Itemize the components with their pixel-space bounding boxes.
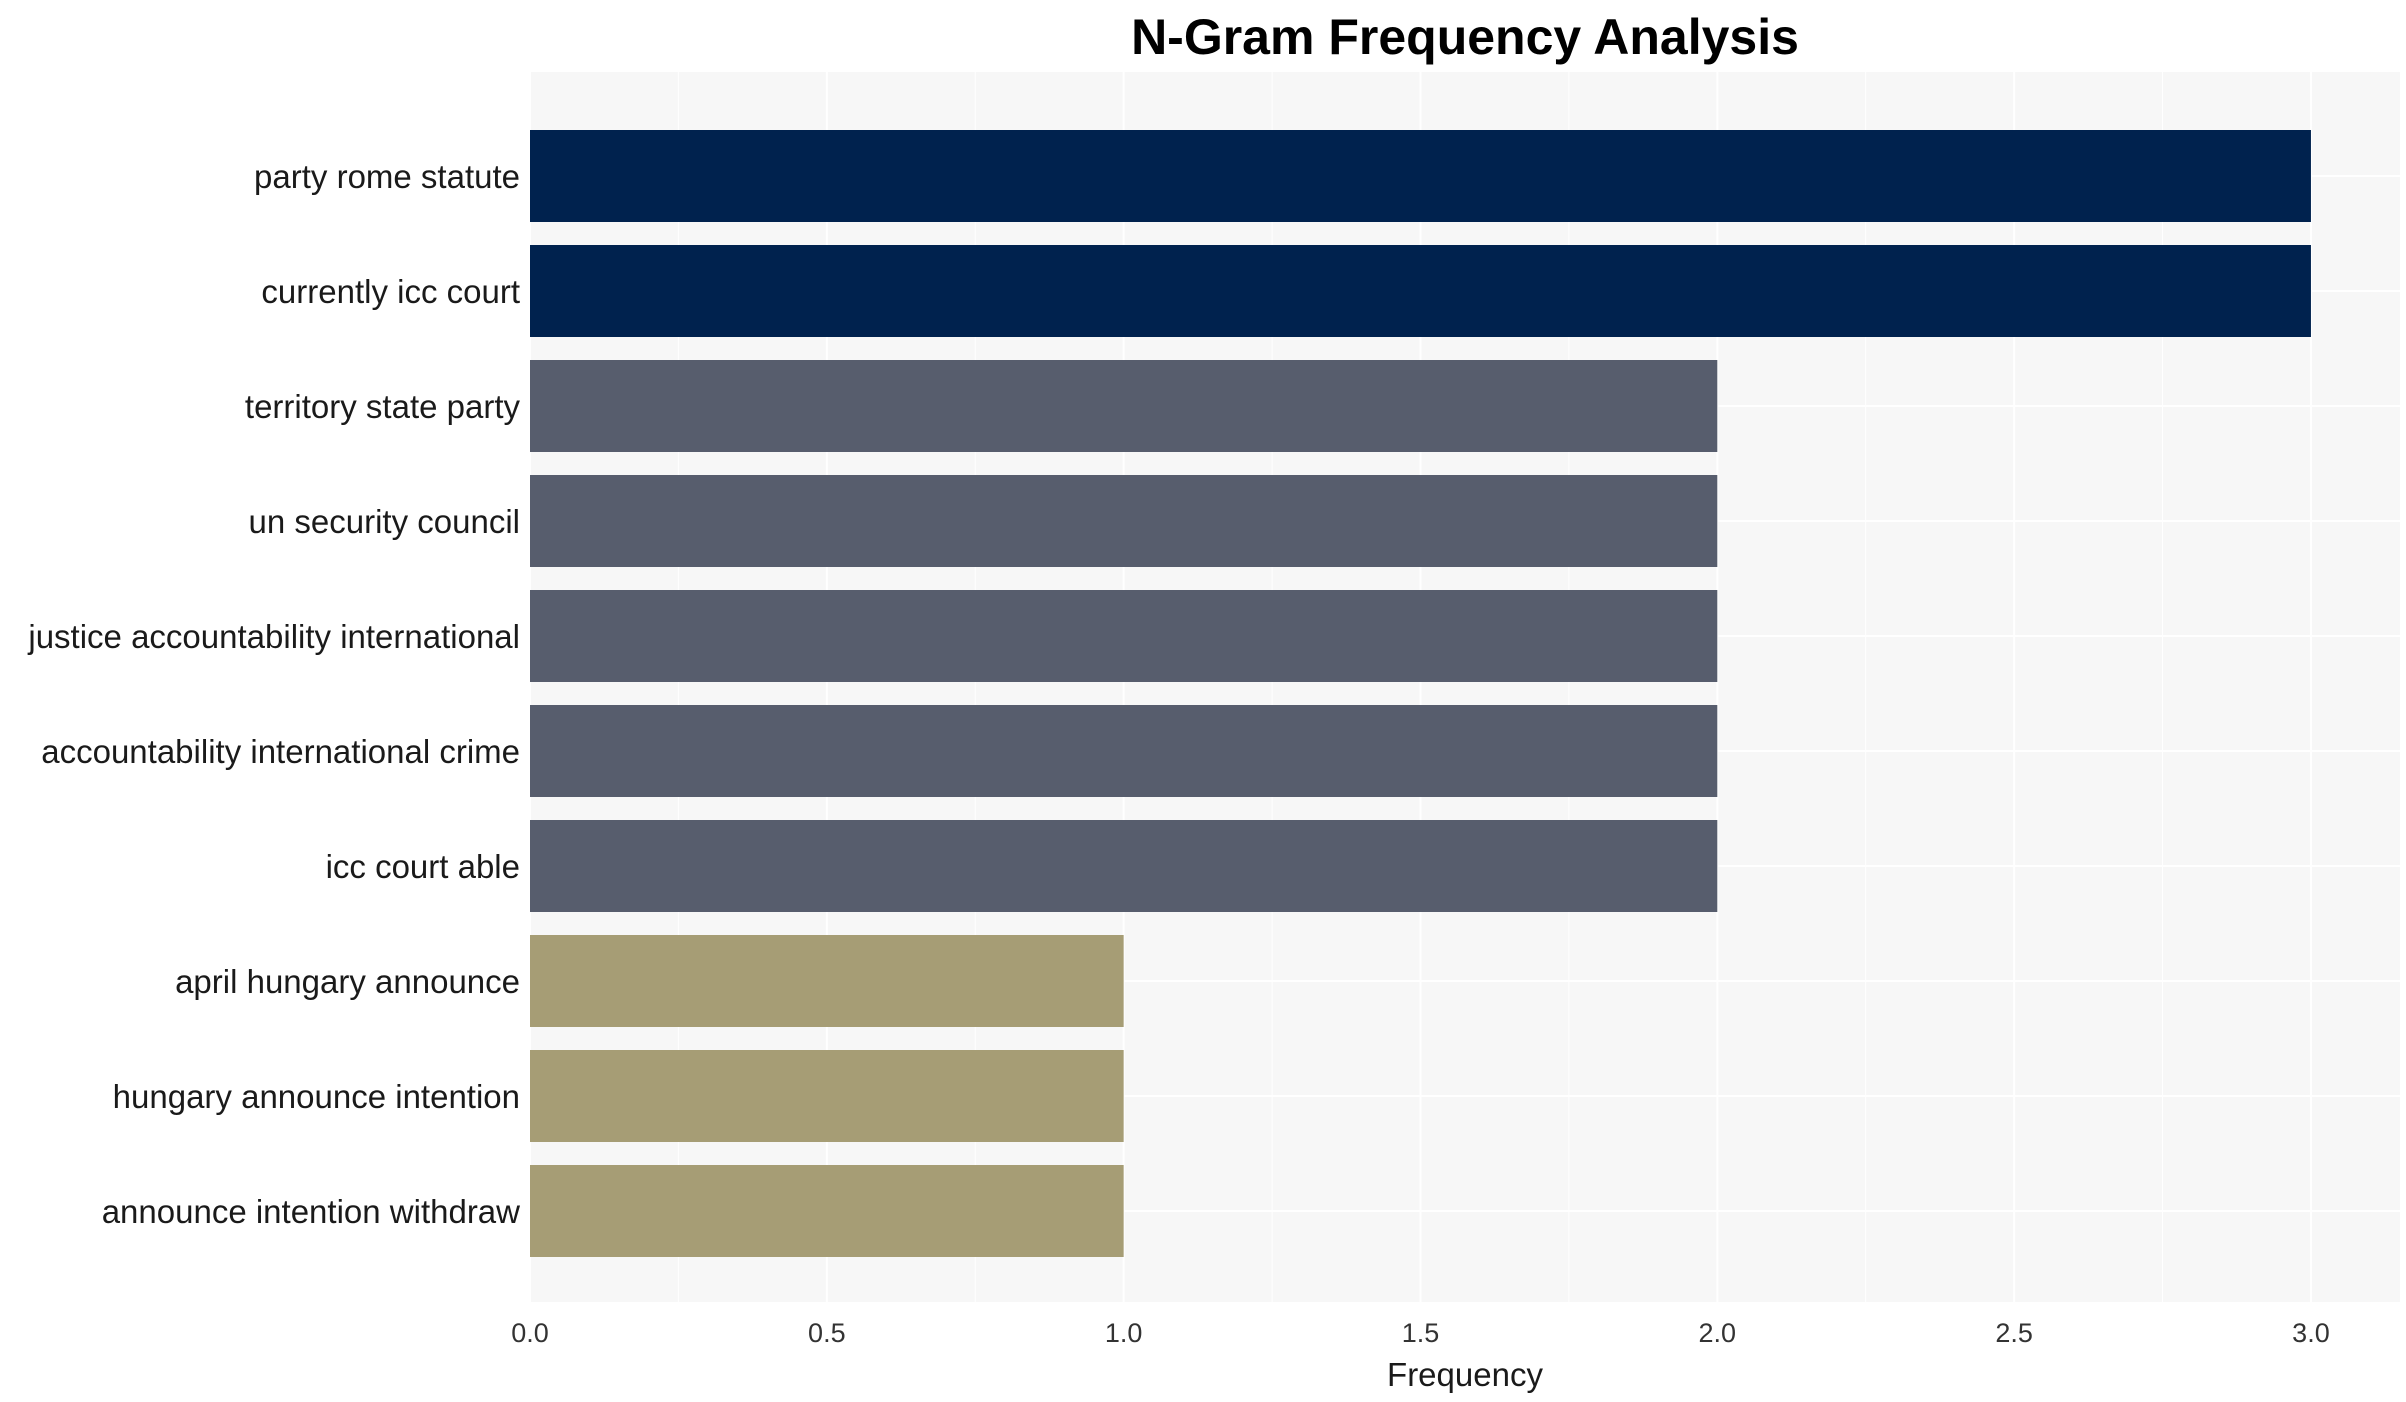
category-label: april hungary announce	[175, 963, 520, 1000]
chart-title: N-Gram Frequency Analysis	[1131, 9, 1799, 65]
bar	[530, 130, 2311, 222]
category-label: un security council	[249, 503, 520, 540]
x-tick-label: 2.0	[1699, 1318, 1737, 1348]
bar	[530, 820, 1718, 912]
category-label: territory state party	[245, 388, 521, 425]
bar	[530, 590, 1718, 682]
category-label: icc court able	[326, 848, 520, 885]
bars	[530, 130, 2311, 1257]
x-tick-label: 1.5	[1402, 1318, 1440, 1348]
category-label: announce intention withdraw	[102, 1193, 520, 1230]
bar	[530, 935, 1124, 1027]
bar	[530, 245, 2311, 337]
bar	[530, 705, 1718, 797]
category-labels: party rome statute currently icc court ter…	[27, 158, 520, 1230]
x-tick-label: 2.5	[1995, 1318, 2033, 1348]
category-label: currently icc court	[261, 273, 520, 310]
x-tick-label: 3.0	[2292, 1318, 2330, 1348]
category-label: party rome statute	[254, 158, 520, 195]
category-label: justice accountability international	[27, 618, 520, 655]
bar	[530, 1165, 1124, 1257]
category-label: accountability international crime	[41, 733, 520, 770]
x-tick-label: 0.0	[511, 1318, 549, 1348]
x-tick-label: 1.0	[1105, 1318, 1143, 1348]
x-axis-label: Frequency	[1387, 1356, 1543, 1393]
bar	[530, 475, 1718, 567]
bar	[530, 1050, 1124, 1142]
bar	[530, 360, 1718, 452]
x-tick-label: 0.5	[808, 1318, 846, 1348]
x-tick-labels: 0.0 0.5 1.0 1.5 2.0 2.5 3.0	[511, 1318, 2329, 1348]
category-label: hungary announce intention	[113, 1078, 520, 1115]
